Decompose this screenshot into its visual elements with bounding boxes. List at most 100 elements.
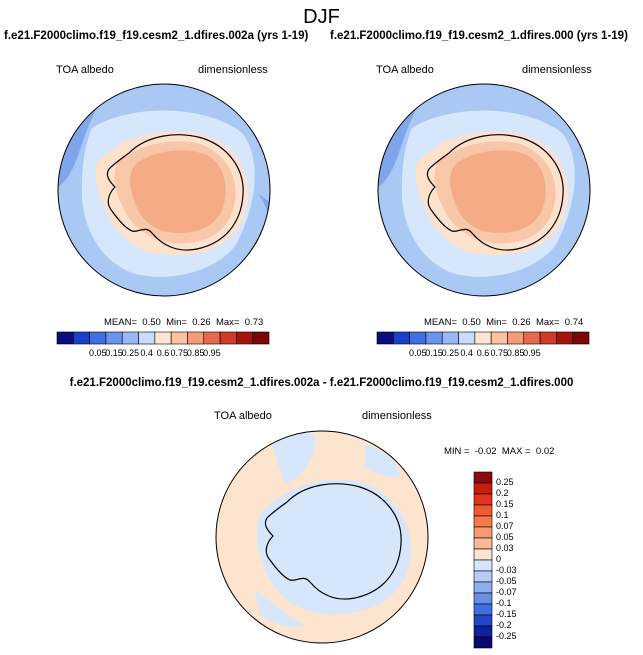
min-label: MIN = xyxy=(444,446,470,457)
colorbar-label: 0.07 xyxy=(496,521,514,531)
panel-1-colorbar xyxy=(56,331,270,345)
colorbar-swatch xyxy=(89,331,107,345)
difference-units: dimensionless xyxy=(362,410,432,422)
panel-1-map xyxy=(57,83,271,297)
colorbar-swatch xyxy=(556,331,573,345)
colorbar-label: 0.75 xyxy=(170,348,189,358)
colorbar-label: 0 xyxy=(496,554,502,564)
colorbar-swatch xyxy=(539,331,557,345)
colorbar-swatch xyxy=(473,636,493,649)
panel-2-colorbar-labels: 0.05 0.15 0.25 0.4 0.6 0.75 0.85 0.95 xyxy=(377,348,589,360)
colorbar-label: 0.25 xyxy=(121,348,140,358)
panel-2-units: dimensionless xyxy=(522,64,592,76)
colorbar-swatch xyxy=(473,471,493,484)
difference-colorbar-labels: 0.25 0.2 0.15 0.1 0.07 0.05 0.03 0 -0.03 -0.05 -0.… xyxy=(496,472,536,648)
colorbar-swatch xyxy=(473,581,493,594)
colorbar-swatch xyxy=(473,515,493,528)
max-value: 0.73 xyxy=(244,317,264,328)
mean-label: MEAN= xyxy=(424,317,457,328)
mean-value: 0.50 xyxy=(462,317,481,328)
colorbar-swatch xyxy=(138,331,156,345)
colorbar-swatch xyxy=(154,331,172,345)
colorbar-swatch xyxy=(473,625,493,638)
colorbar-label: -0.1 xyxy=(496,598,512,608)
colorbar-swatch xyxy=(121,331,139,345)
panel-1-case-title: f.e21.F2000climo.f19_f19.cesm2_1.dfires.… xyxy=(4,30,309,42)
colorbar-swatch xyxy=(441,331,459,345)
difference-colorbar xyxy=(473,471,493,649)
colorbar-label: 0.85 xyxy=(186,348,205,358)
colorbar-swatch xyxy=(252,331,270,345)
colorbar-swatch xyxy=(473,482,493,495)
panel-2-variable: TOA albedo xyxy=(376,64,434,76)
colorbar-swatch xyxy=(490,331,508,345)
colorbar-swatch xyxy=(56,331,74,345)
colorbar-label: 0.2 xyxy=(496,488,509,498)
min-value: -0.02 xyxy=(474,446,497,457)
colorbar-label: 0.85 xyxy=(506,348,525,358)
min-label: Min= xyxy=(166,317,187,328)
colorbar-swatch xyxy=(187,331,205,345)
colorbar-swatch xyxy=(458,331,476,345)
colorbar-label: 0.25 xyxy=(496,477,514,487)
colorbar-swatch xyxy=(105,331,123,345)
colorbar-label: 0.05 xyxy=(89,348,107,358)
colorbar-label: 0.25 xyxy=(441,348,460,358)
colorbar-swatch xyxy=(393,331,410,345)
difference-variable: TOA albedo xyxy=(214,410,272,422)
difference-title: f.e21.F2000climo.f19_f19.cesm2_1.dfires.… xyxy=(69,377,574,389)
colorbar-label: -0.07 xyxy=(496,587,517,597)
colorbar-label: 0.4 xyxy=(460,348,473,358)
colorbar-label: 0.03 xyxy=(496,543,514,553)
colorbar-swatch xyxy=(236,331,253,345)
panel-2-stats: MEAN= 0.50 Min= 0.26 Max= 0.74 xyxy=(424,317,583,328)
colorbar-label: -0.05 xyxy=(496,576,517,586)
colorbar-label: 0.4 xyxy=(140,348,153,358)
colorbar-swatch xyxy=(572,331,590,345)
colorbar-label: 0.95 xyxy=(523,348,541,358)
colorbar-swatch xyxy=(73,331,90,345)
difference-map xyxy=(215,430,429,644)
colorbar-swatch xyxy=(473,493,493,506)
colorbar-swatch xyxy=(474,331,492,345)
colorbar-label: 0.6 xyxy=(476,348,490,358)
panel-1-variable: TOA albedo xyxy=(56,64,114,76)
colorbar-label: 0.05 xyxy=(409,348,427,358)
panel-2-map xyxy=(377,83,591,297)
min-label: Min= xyxy=(486,317,507,328)
colorbar-swatch xyxy=(219,331,237,345)
max-label: Max= xyxy=(215,317,240,328)
colorbar-label: 0.1 xyxy=(496,510,509,520)
colorbar-swatch xyxy=(507,331,525,345)
mean-label: MEAN= xyxy=(104,317,137,328)
colorbar-swatch xyxy=(473,526,493,539)
max-value: 0.74 xyxy=(564,317,584,328)
panel-1-units: dimensionless xyxy=(198,64,268,76)
colorbar-label: -0.25 xyxy=(496,631,517,641)
panel-2-case-title: f.e21.F2000climo.f19_f19.cesm2_1.dfires.… xyxy=(330,30,628,42)
colorbar-swatch xyxy=(523,331,541,345)
colorbar-label: 0.15 xyxy=(496,499,514,509)
colorbar-label: -0.03 xyxy=(496,565,517,575)
panel-1-colorbar-labels: 0.05 0.15 0.25 0.4 0.6 0.75 0.85 0.95 xyxy=(57,348,269,360)
colorbar-swatch xyxy=(473,592,493,605)
colorbar-swatch xyxy=(473,548,493,561)
panel-1-stats: MEAN= 0.50 Min= 0.26 Max= 0.73 xyxy=(104,317,263,328)
colorbar-swatch xyxy=(473,603,493,616)
colorbar-label: 0.05 xyxy=(496,532,514,542)
colorbar-swatch xyxy=(473,570,493,583)
max-value: 0.02 xyxy=(535,446,555,457)
colorbar-label: -0.15 xyxy=(496,609,517,619)
colorbar-label: -0.2 xyxy=(496,620,512,630)
panel-2-colorbar xyxy=(376,331,590,345)
max-label: Max= xyxy=(535,317,560,328)
colorbar-label: 0.6 xyxy=(156,348,170,358)
colorbar-swatch xyxy=(203,331,221,345)
colorbar-label: 0.95 xyxy=(203,348,221,358)
figure-title: DJF xyxy=(303,6,340,28)
min-value: 0.26 xyxy=(512,317,531,328)
mean-value: 0.50 xyxy=(142,317,161,328)
colorbar-swatch xyxy=(473,614,493,627)
colorbar-swatch xyxy=(473,537,493,550)
colorbar-label: 0.15 xyxy=(105,348,123,358)
